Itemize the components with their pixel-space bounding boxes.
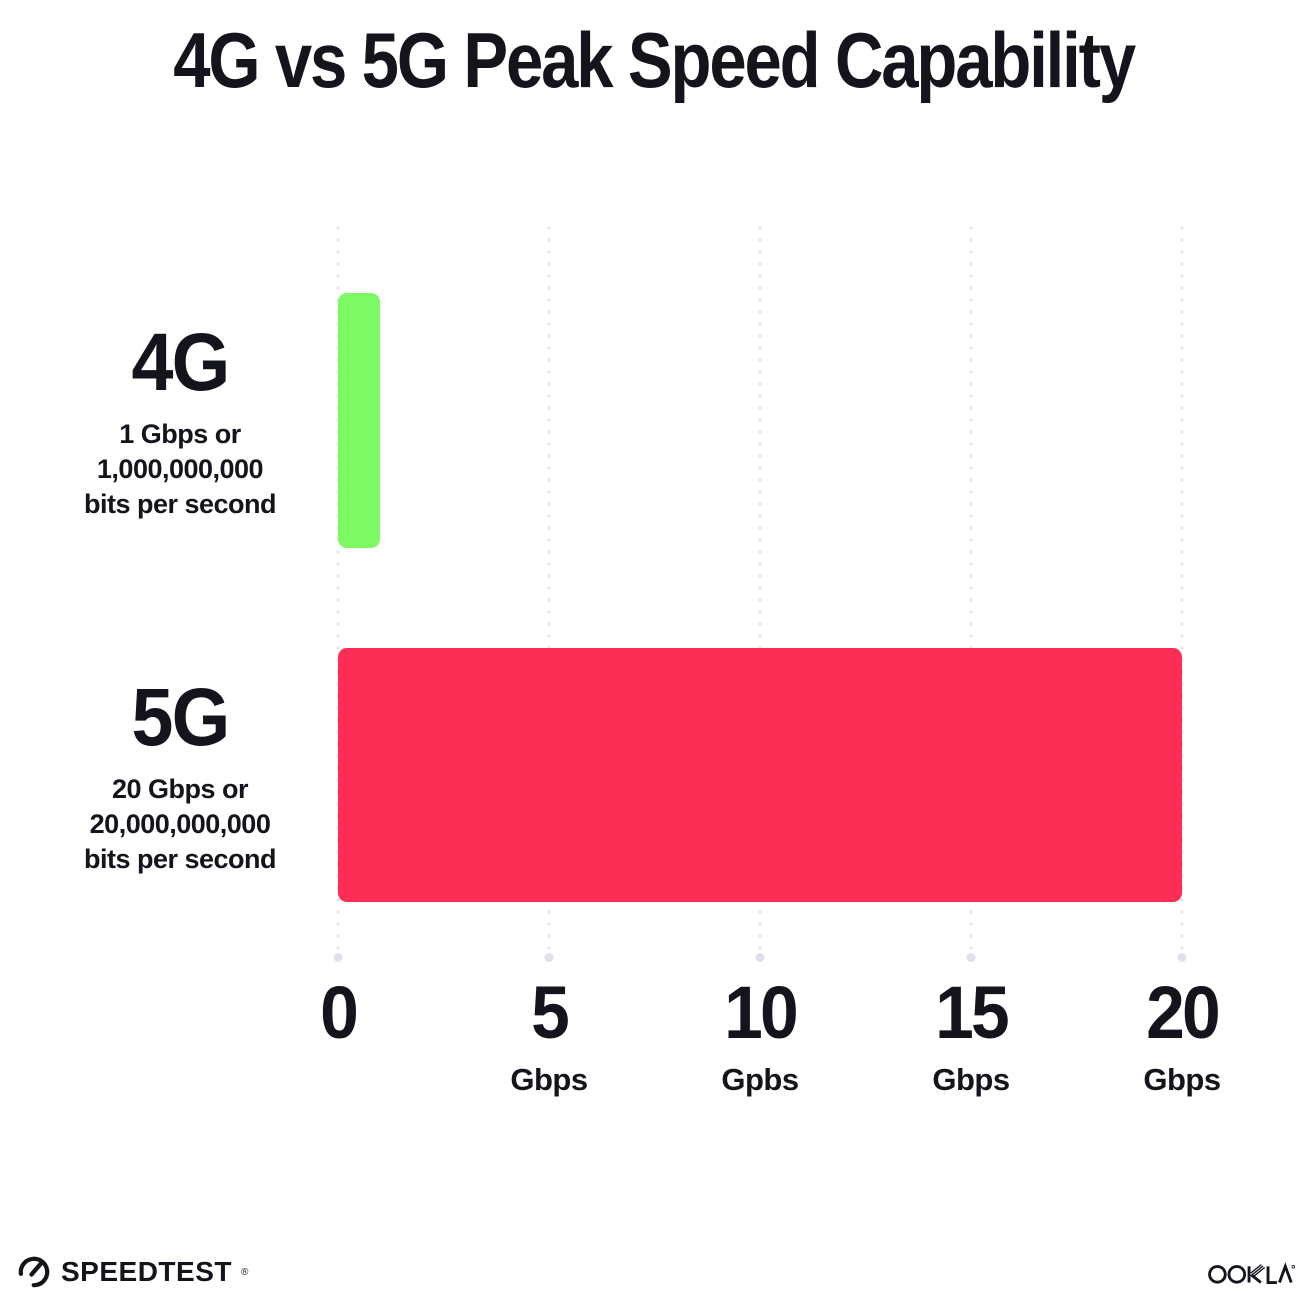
ookla-wordmark-icon: [1208, 1262, 1296, 1284]
x-tick-10: 10 Gpbs: [655, 976, 865, 1098]
category-title-4g: 4G: [131, 317, 231, 408]
category-desc-line: bits per second: [83, 489, 277, 519]
gridline-5: [547, 222, 551, 958]
speedtest-gauge-icon: [18, 1256, 50, 1288]
x-tick-unit: Gbps: [510, 1062, 588, 1097]
x-tick-value: 10: [724, 971, 799, 1054]
bar-4g: [338, 293, 381, 548]
chart-title: 4G vs 5G Peak Speed Capability: [173, 16, 1137, 104]
category-label-5g: 5G 20 Gbps or 20,000,000,000 bits per se…: [42, 677, 318, 877]
x-tick-0: 0: [233, 976, 443, 1096]
gridline-10: [758, 222, 762, 958]
title-bar: 4G vs 5G Peak Speed Capability: [0, 16, 1308, 106]
category-desc-line: 1 Gbps or: [119, 419, 241, 449]
category-desc-line: 1,000,000,000: [96, 454, 264, 484]
trademark-symbol: ®: [240, 1266, 249, 1278]
bar-5g: [338, 648, 1182, 902]
x-tick-5: 5 Gbps: [444, 976, 654, 1098]
x-tick-value: 15: [935, 971, 1010, 1054]
category-label-4g: 4G 1 Gbps or 1,000,000,000 bits per seco…: [42, 322, 318, 522]
x-tick-unit: Gbps: [1143, 1062, 1221, 1097]
category-description-5g: 20 Gbps or 20,000,000,000 bits per secon…: [42, 772, 318, 877]
x-tick-unit: Gbps: [932, 1062, 1010, 1097]
ookla-logo: [1208, 1260, 1296, 1292]
x-tick-unit: Gpbs: [721, 1062, 799, 1097]
speedtest-logo: SPEEDTEST ®: [16, 1254, 248, 1290]
category-desc-line: 20 Gbps or: [111, 774, 249, 804]
x-tick-unit: [233, 1062, 443, 1096]
category-desc-line: 20,000,000,000: [89, 809, 271, 839]
x-tick-value: 0: [320, 971, 359, 1054]
x-tick-15: 15 Gbps: [866, 976, 1076, 1098]
x-tick-20: 20 Gbps: [1077, 976, 1287, 1098]
gridline-0: [336, 222, 340, 958]
speedtest-wordmark: SPEEDTEST: [61, 1256, 232, 1287]
x-tick-value: 5: [531, 971, 570, 1054]
category-title-5g: 5G: [131, 672, 231, 763]
category-desc-line: bits per second: [83, 844, 277, 874]
x-tick-value: 20: [1146, 971, 1221, 1054]
gridline-20: [1180, 222, 1184, 958]
category-description-4g: 1 Gbps or 1,000,000,000 bits per second: [42, 417, 318, 522]
gridline-15: [969, 222, 973, 958]
